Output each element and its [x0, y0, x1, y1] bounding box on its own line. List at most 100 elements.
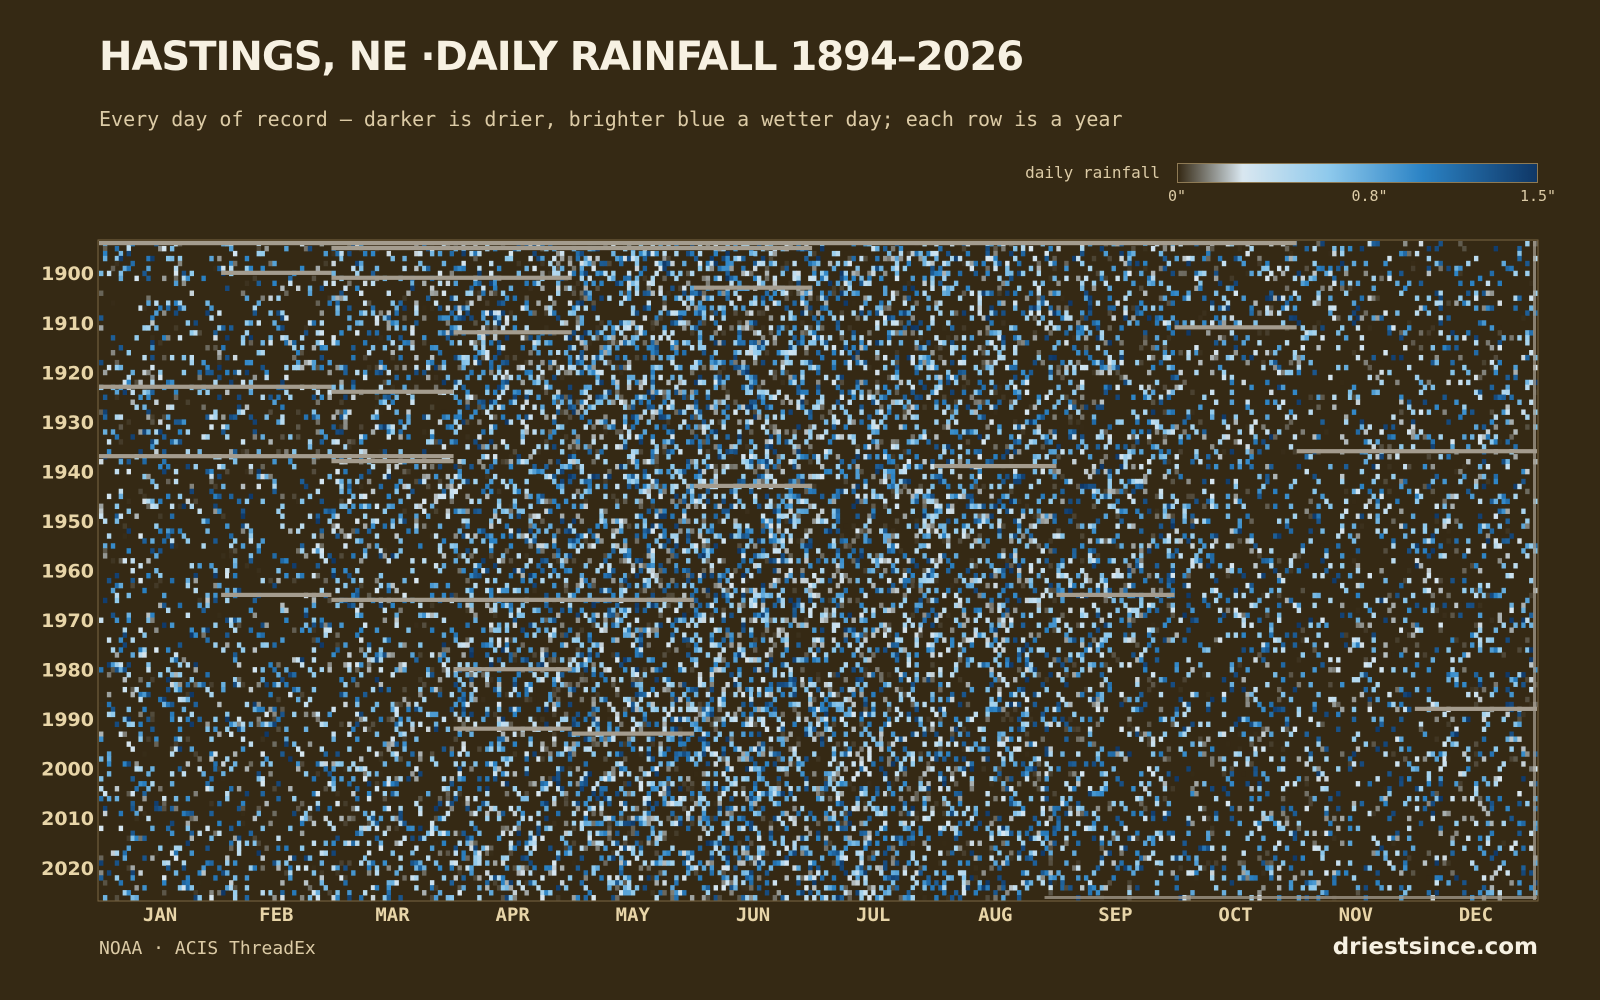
rainfall-cell: [481, 315, 486, 321]
rainfall-cell: [1355, 280, 1361, 287]
rainfall-cell: [725, 374, 730, 381]
rainfall-cell: [1300, 429, 1306, 435]
rainfall-cell: [768, 404, 774, 410]
rainfall-cell: [831, 285, 837, 291]
rainfall-cell: [729, 275, 734, 282]
rainfall-cell: [1229, 379, 1235, 386]
rainfall-cell: [280, 379, 285, 386]
rainfall-cell: [422, 429, 427, 435]
rainfall-cell: [906, 354, 912, 361]
rainfall-cell: [1399, 483, 1404, 490]
rainfall-cell: [366, 300, 372, 306]
rainfall-cell: [1001, 280, 1006, 287]
rainfall-cell: [559, 374, 565, 381]
rainfall-cell: [150, 335, 155, 341]
rainfall-cell: [99, 325, 104, 331]
rainfall-cell: [1119, 463, 1124, 470]
rainfall-cell: [583, 330, 588, 336]
rainfall-cell: [232, 374, 238, 381]
rainfall-cell: [244, 449, 250, 455]
rainfall-cell: [946, 320, 951, 326]
rainfall-cell: [1269, 389, 1274, 396]
rainfall-cell: [1119, 255, 1124, 262]
rainfall-cell: [1028, 245, 1034, 252]
rainfall-cell: [437, 463, 443, 470]
rainfall-cell: [114, 389, 120, 396]
rainfall-cell: [394, 320, 399, 326]
rainfall-cell: [579, 335, 585, 341]
rainfall-cell: [579, 463, 585, 470]
rainfall-cell: [1430, 444, 1436, 450]
rainfall-cell: [213, 414, 218, 420]
rainfall-cell: [812, 364, 817, 371]
rainfall-cell: [1501, 335, 1506, 341]
rainfall-cell: [154, 449, 159, 455]
rainfall-cell: [177, 305, 183, 311]
rainfall-cell: [1013, 255, 1018, 262]
rainfall-cell: [477, 374, 482, 381]
rainfall-cell: [441, 409, 447, 415]
rainfall-cell: [622, 439, 628, 445]
rainfall-cell: [642, 459, 648, 465]
rainfall-cell: [993, 310, 998, 316]
rainfall-cell: [284, 290, 289, 296]
rainfall-cell: [670, 330, 675, 336]
rainfall-cell: [485, 325, 490, 331]
rainfall-cell: [1525, 468, 1530, 475]
rainfall-cell: [481, 488, 486, 495]
rainfall-cell: [678, 379, 683, 386]
rainfall-cell: [934, 270, 939, 277]
rainfall-cell: [1099, 493, 1105, 500]
rainfall-cell: [374, 404, 380, 410]
rainfall-cell: [843, 359, 848, 366]
rainfall-cell: [1170, 350, 1175, 356]
rainfall-cell: [1418, 241, 1424, 247]
rainfall-cell: [733, 340, 738, 346]
rainfall-cell: [504, 444, 510, 450]
rainfall-cell: [422, 463, 427, 470]
rainfall-cell: [548, 270, 553, 277]
rainfall-cell: [658, 414, 663, 420]
rainfall-cell: [406, 374, 411, 381]
rainfall-cell: [213, 379, 218, 386]
rainfall-cell: [1127, 265, 1132, 272]
rainfall-cell: [1269, 350, 1274, 356]
rainfall-cell: [819, 295, 825, 301]
rainfall-cell: [1099, 399, 1105, 405]
rainfall-cell: [686, 488, 691, 495]
rainfall-cell: [737, 325, 742, 331]
rainfall-cell: [883, 424, 888, 430]
rainfall-cell: [689, 394, 695, 400]
rainfall-cell: [126, 468, 131, 475]
rainfall-cell: [1430, 439, 1436, 445]
rainfall-cell: [114, 359, 120, 366]
rainfall-cell: [1462, 404, 1467, 410]
rainfall-cell: [1316, 295, 1321, 301]
rainfall-cell: [894, 488, 900, 495]
rainfall-cell: [756, 280, 762, 287]
rainfall-cell: [1166, 325, 1172, 331]
rainfall-cell: [670, 463, 675, 470]
rainfall-cell: [725, 265, 730, 272]
rainfall-cell: [1296, 270, 1302, 277]
rainfall-cell: [571, 454, 577, 460]
rainfall-cell: [961, 493, 967, 500]
rainfall-cell: [981, 359, 986, 366]
rainfall-cell: [595, 419, 600, 425]
rainfall-cell: [1091, 488, 1097, 495]
rainfall-cell: [426, 374, 431, 381]
rainfall-cell: [816, 260, 821, 267]
rainfall-cell: [414, 320, 419, 326]
rainfall-cell: [552, 399, 557, 405]
rainfall-cell: [902, 424, 908, 430]
rainfall-cell: [414, 369, 419, 376]
rainfall-cell: [1505, 374, 1510, 381]
rainfall-cell: [122, 265, 128, 272]
rainfall-cell: [890, 459, 896, 465]
rainfall-cell: [1280, 295, 1286, 301]
rainfall-cell: [359, 290, 364, 296]
rainfall-cell: [634, 325, 640, 331]
rainfall-cell: [1217, 255, 1223, 262]
rainfall-cell: [189, 270, 194, 277]
rainfall-cell: [1284, 305, 1290, 311]
